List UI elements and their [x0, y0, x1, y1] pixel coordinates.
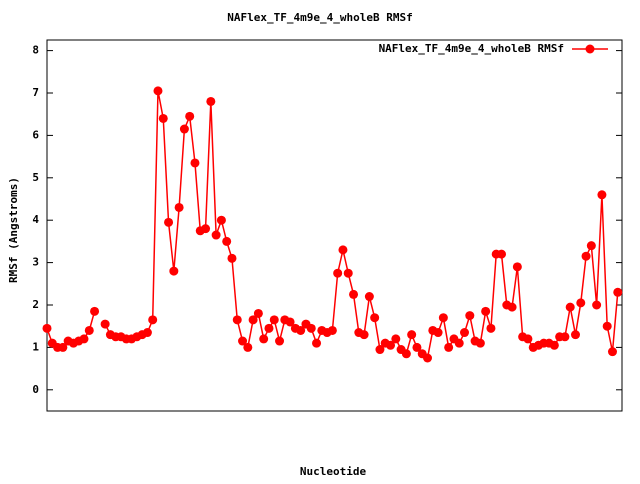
data-point: [164, 217, 174, 227]
data-point: [475, 338, 485, 348]
legend-label: NAFlex_TF_4m9e_4_wholeB RMSf: [379, 42, 564, 55]
legend-marker: [585, 44, 595, 54]
data-point: [507, 302, 517, 312]
data-point: [359, 330, 369, 340]
data-point: [592, 300, 602, 310]
data-point: [349, 289, 359, 299]
data-point: [401, 349, 411, 359]
data-point: [454, 338, 464, 348]
y-tick-label: 4: [32, 213, 39, 226]
data-point: [327, 325, 337, 335]
data-point: [549, 340, 559, 350]
data-point: [597, 190, 607, 200]
data-point: [343, 268, 353, 278]
data-point: [570, 330, 580, 340]
data-point: [423, 353, 433, 363]
x-axis-label: Nucleotide: [300, 465, 367, 478]
y-tick-label: 1: [32, 340, 39, 353]
y-tick-label: 3: [32, 256, 39, 269]
data-point: [201, 224, 211, 234]
data-point: [602, 321, 612, 331]
data-point: [285, 317, 295, 327]
data-point: [169, 266, 179, 276]
data-point: [185, 111, 195, 121]
y-tick-label: 5: [32, 171, 39, 184]
data-point: [79, 334, 89, 344]
data-point: [607, 347, 617, 357]
data-point: [497, 249, 507, 259]
data-point: [523, 334, 533, 344]
y-tick-label: 8: [32, 44, 39, 57]
y-axis-label: RMSf (Angstroms): [7, 177, 20, 283]
data-point: [312, 338, 322, 348]
data-point: [481, 306, 491, 316]
data-point: [576, 298, 586, 308]
data-point: [296, 325, 306, 335]
data-point: [259, 334, 269, 344]
data-point: [100, 319, 110, 329]
data-point: [211, 230, 221, 240]
data-point: [433, 328, 443, 338]
data-point: [90, 306, 100, 316]
data-point: [391, 334, 401, 344]
data-point: [264, 323, 274, 333]
data-point: [306, 323, 316, 333]
data-point: [486, 323, 496, 333]
y-tick-label: 6: [32, 128, 39, 141]
data-point: [407, 330, 417, 340]
data-point: [560, 332, 570, 342]
data-point: [375, 345, 385, 355]
data-point: [412, 342, 422, 352]
chart-title: NAFlex_TF_4m9e_4_wholeB RMSf: [227, 11, 412, 24]
y-tick-label: 2: [32, 298, 39, 311]
data-point: [179, 124, 189, 134]
data-point: [512, 262, 522, 272]
data-point: [232, 315, 242, 325]
data-point: [586, 241, 596, 251]
data-point: [148, 315, 158, 325]
data-point: [238, 336, 248, 346]
data-point: [142, 328, 152, 338]
data-point: [227, 253, 237, 263]
data-point: [158, 113, 168, 123]
data-point: [248, 315, 258, 325]
data-point: [174, 202, 184, 212]
data-point: [465, 311, 475, 321]
data-point: [565, 302, 575, 312]
data-point: [42, 323, 52, 333]
data-point: [222, 236, 232, 246]
data-point: [84, 325, 94, 335]
data-point: [190, 158, 200, 168]
data-point: [460, 328, 470, 338]
data-point: [243, 342, 253, 352]
y-tick-label: 0: [32, 383, 39, 396]
data-point: [216, 215, 226, 225]
data-point: [613, 287, 623, 297]
data-point: [364, 292, 374, 302]
data-point: [444, 342, 454, 352]
data-point: [206, 96, 216, 106]
data-point: [386, 340, 396, 350]
data-point: [581, 251, 591, 261]
data-point: [333, 268, 343, 278]
data-point: [438, 313, 448, 323]
data-point: [253, 308, 263, 318]
data-point: [338, 245, 348, 255]
y-tick-label: 7: [32, 86, 39, 99]
plot-frame: [46, 39, 623, 412]
data-point: [370, 313, 380, 323]
data-point: [269, 315, 279, 325]
data-point: [58, 342, 68, 352]
data-point: [153, 86, 163, 96]
data-point: [275, 336, 285, 346]
